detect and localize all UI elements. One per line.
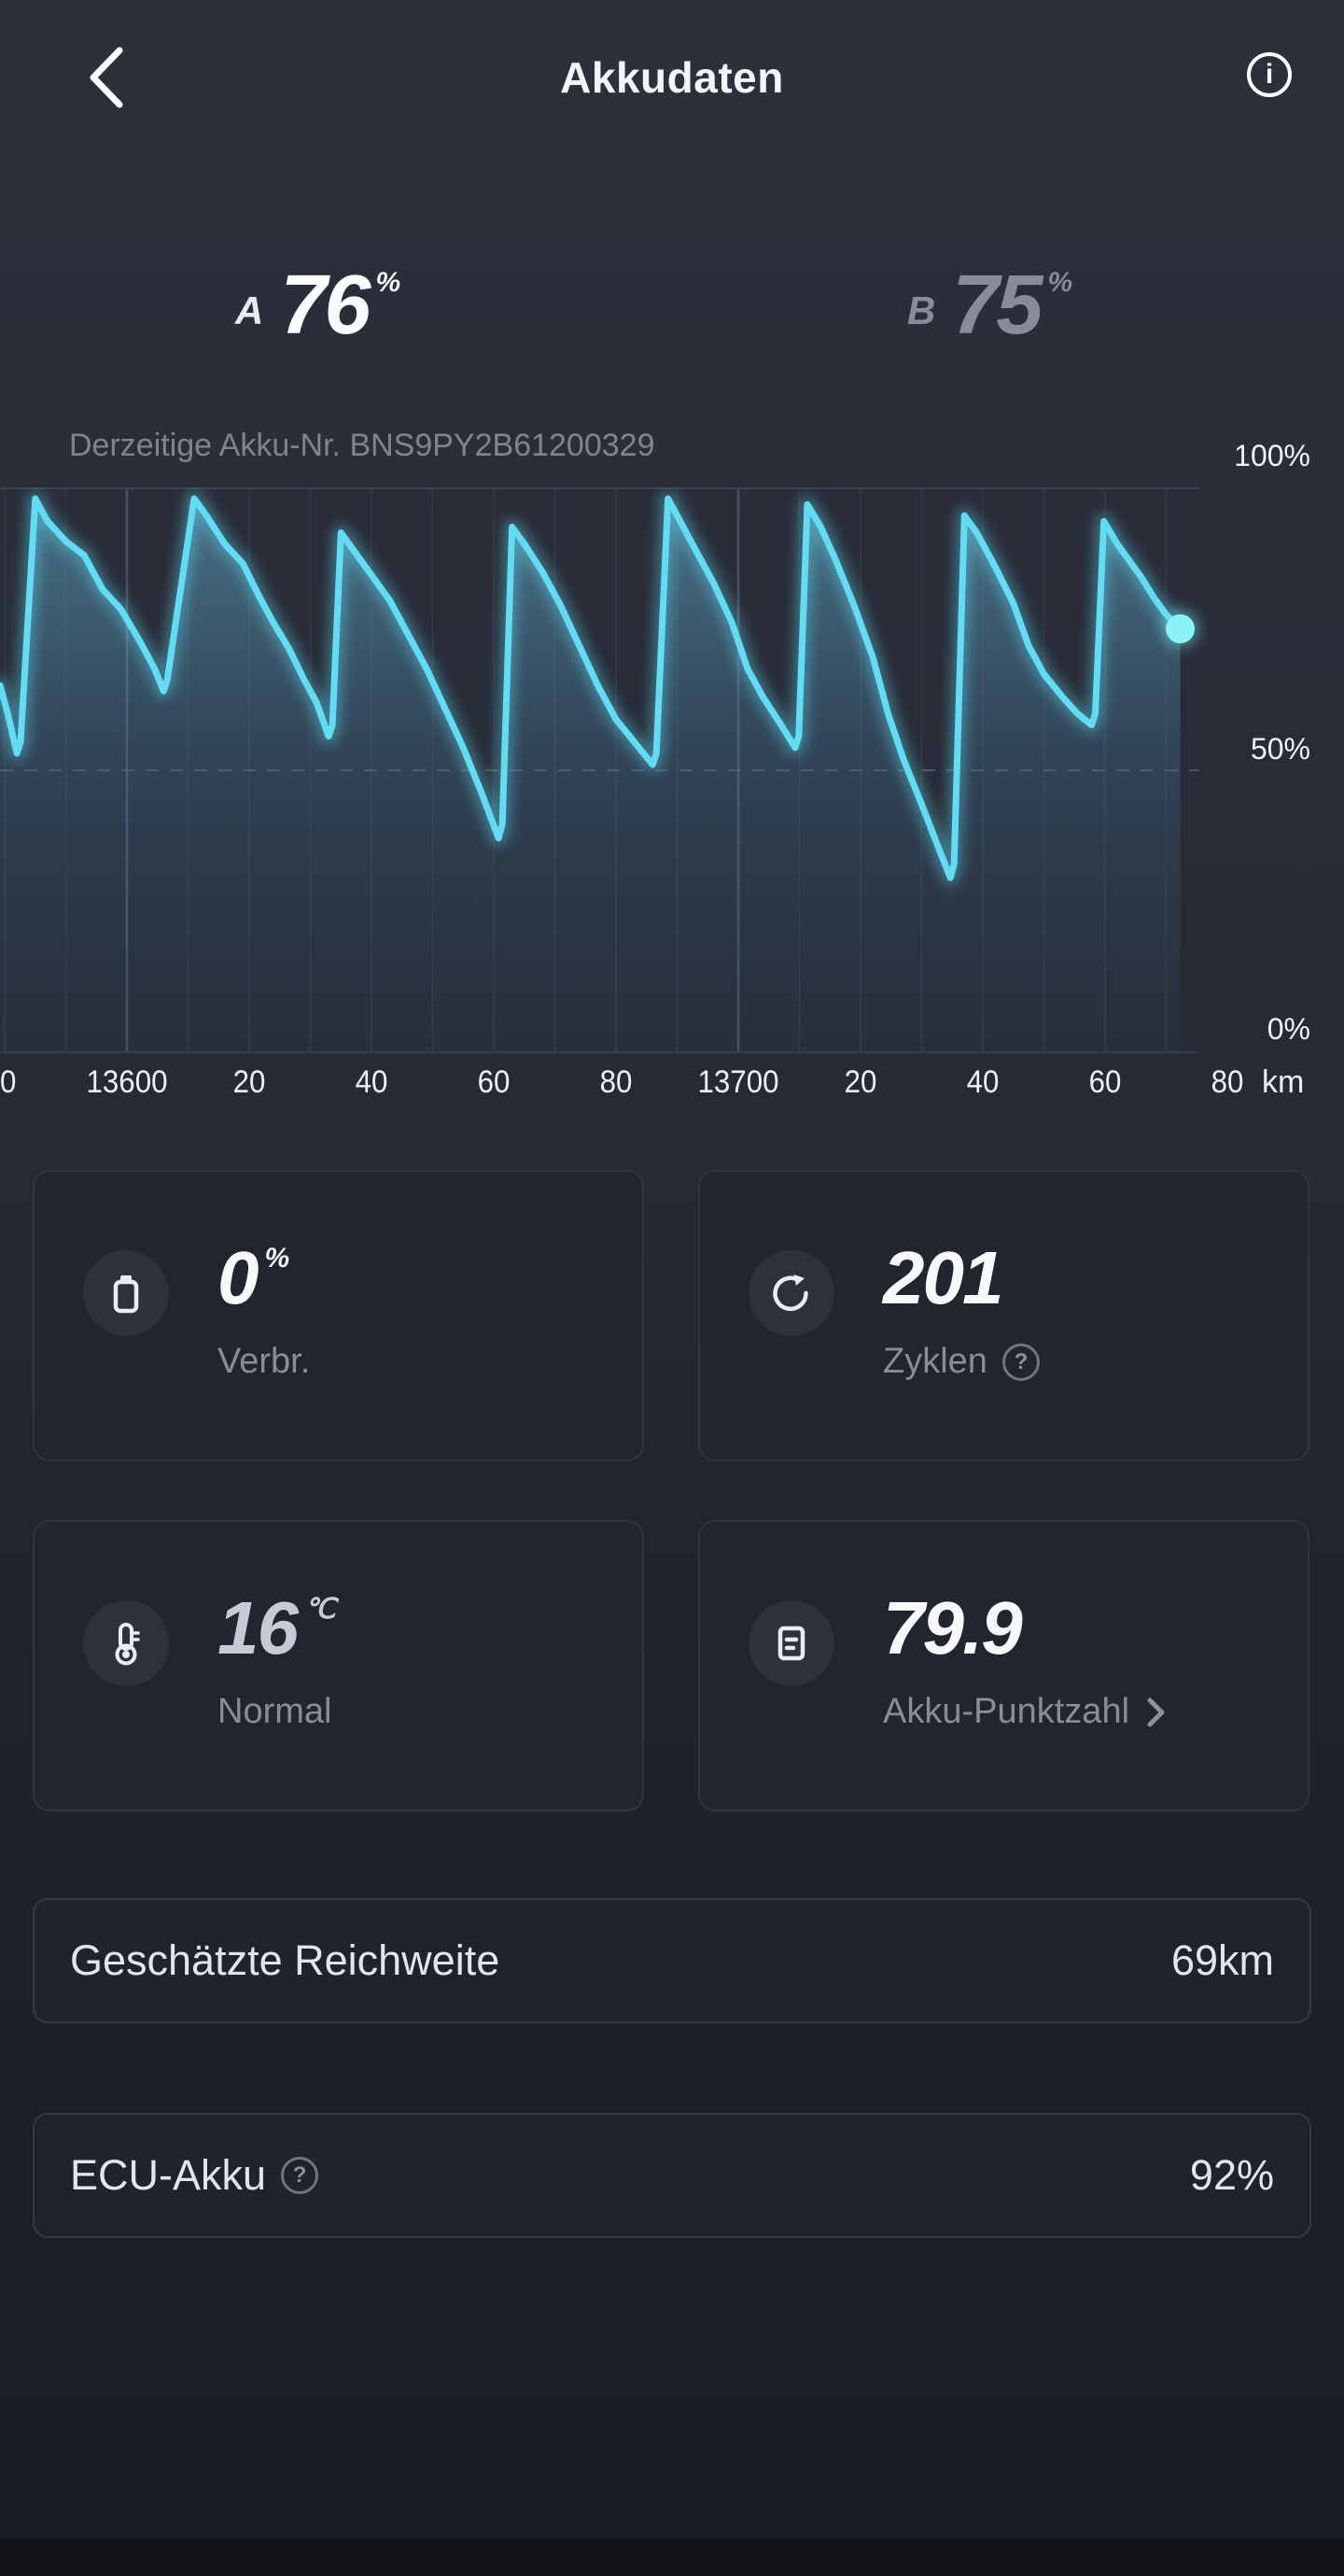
score-sheet-icon: [749, 1600, 834, 1686]
bottom-system-bar: [0, 2539, 1344, 2576]
estimated-range-label: Geschätzte Reichweite: [70, 1936, 500, 1984]
current-point-dot: [1166, 614, 1196, 643]
ecu-battery-value: 92%: [1189, 2151, 1274, 2199]
soc-chart-svg: [0, 487, 1200, 1053]
ecu-battery-label: ECU-Akku: [70, 2151, 267, 2199]
ecu-battery-help-icon[interactable]: ?: [281, 2157, 319, 2194]
battery-a-unit: %: [375, 267, 401, 298]
soc-history-chart: [0, 487, 1344, 1053]
x-axis-unit-label: km: [1262, 1064, 1305, 1100]
battery-a-slot-label: A: [235, 288, 264, 332]
x-tick-label: 60: [477, 1064, 511, 1100]
card-cycles: 201 Zyklen ?: [698, 1170, 1309, 1461]
y-axis-label-50: 50%: [1250, 732, 1310, 766]
x-tick-label: 60: [1088, 1064, 1122, 1100]
cycles-help-icon[interactable]: ?: [1001, 1343, 1040, 1381]
y-axis-label-100: 100%: [1234, 439, 1310, 472]
battery-b-slot-label: B: [907, 288, 936, 332]
card-consumption: 0 % Verbr.: [33, 1170, 644, 1461]
info-icon[interactable]: i: [1247, 52, 1292, 97]
page-title: Akkudaten: [560, 53, 784, 102]
x-axis-tick-row: km 0 13600 20 40 60 80 13700 20 40 60 80: [0, 1064, 1344, 1107]
soc-area-fill: [0, 499, 1181, 1053]
back-chevron-icon: [82, 45, 138, 110]
thermometer-icon: [83, 1600, 169, 1686]
battery-b-unit: %: [1047, 267, 1073, 298]
battery-b-value: 75: [952, 259, 1043, 352]
current-battery-serial: Derzeitige Akku-Nr. BNS9PY2B61200329: [69, 428, 655, 463]
x-tick-label: 20: [232, 1064, 266, 1100]
battery-b-percent: B 75 %: [907, 259, 1073, 352]
temperature-value: 16: [217, 1586, 299, 1669]
consumption-unit: %: [264, 1243, 290, 1274]
card-battery-score[interactable]: 79.9 Akku-Punktzahl: [698, 1520, 1309, 1811]
battery-a-value: 76: [280, 259, 371, 352]
battery-score-label: Akku-Punktzahl: [883, 1692, 1130, 1731]
consumption-value: 0: [217, 1236, 259, 1319]
x-tick-label: 20: [844, 1064, 877, 1100]
header: Akkudaten i: [0, 0, 1344, 154]
x-tick-label: 40: [966, 1064, 1000, 1100]
x-tick-label: 80: [1211, 1064, 1244, 1100]
temperature-unit: ℃: [303, 1594, 336, 1625]
battery-a-percent: A 76 %: [235, 259, 401, 352]
battery-score-value: 79.9: [883, 1586, 1023, 1669]
estimated-range-value: 69km: [1170, 1936, 1274, 1984]
cycles-label: Zyklen: [883, 1342, 987, 1381]
chevron-right-icon[interactable]: [1146, 1696, 1167, 1728]
estimated-range-row: Geschätzte Reichweite 69km: [33, 1898, 1311, 2023]
x-tick-label: 0: [0, 1064, 17, 1100]
x-tick-label: 40: [355, 1064, 388, 1100]
battery-icon: [83, 1250, 169, 1336]
x-tick-label: 13700: [697, 1064, 779, 1100]
x-tick-label: 13600: [86, 1064, 168, 1100]
ecu-battery-row: ECU-Akku ? 92%: [33, 2113, 1311, 2238]
soc-line: [0, 495, 1184, 881]
card-temperature: 16 ℃ Normal: [33, 1520, 644, 1811]
x-tick-label: 80: [599, 1064, 633, 1100]
y-axis-label-0: 0%: [1267, 1012, 1310, 1046]
back-button[interactable]: [82, 45, 138, 110]
consumption-label: Verbr.: [217, 1342, 311, 1381]
cycles-value: 201: [883, 1236, 1003, 1319]
temperature-status-label: Normal: [217, 1692, 332, 1731]
cycle-icon: [749, 1250, 834, 1336]
